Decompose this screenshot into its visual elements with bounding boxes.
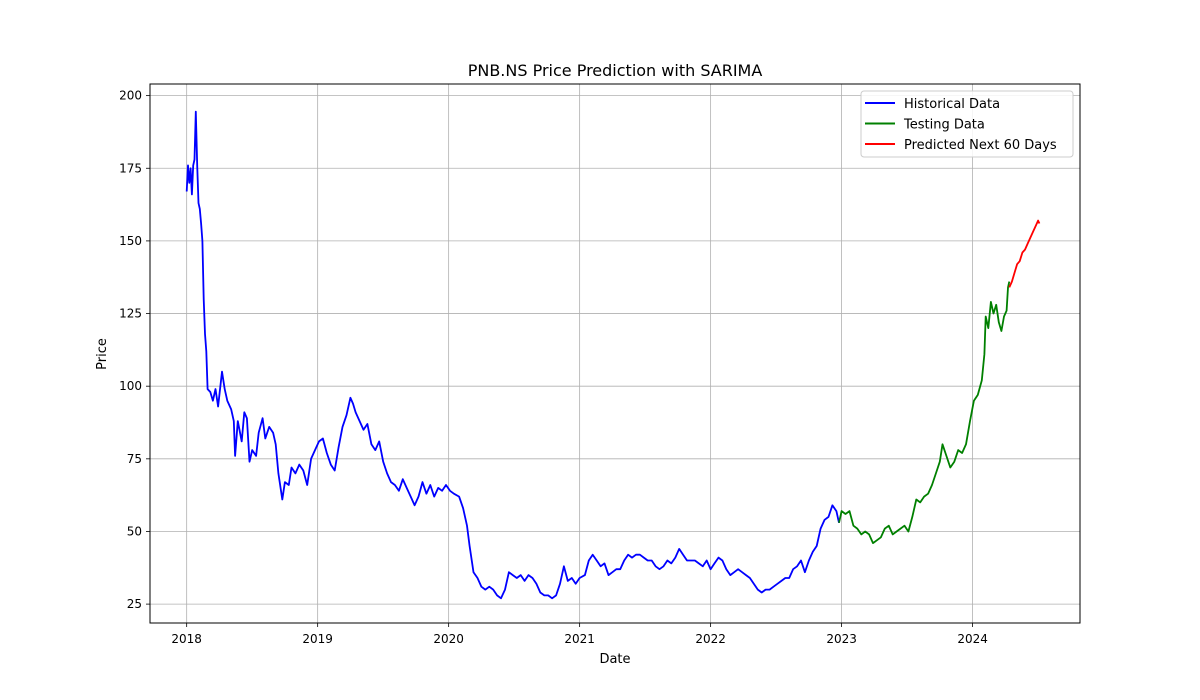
y-axis-label: Price <box>95 338 110 370</box>
y-tick-label: 50 <box>127 524 142 538</box>
x-tick-label: 2024 <box>957 632 988 646</box>
y-tick-label: 125 <box>119 307 142 321</box>
legend-label: Historical Data <box>904 97 1000 112</box>
y-tick-label: 150 <box>119 234 142 248</box>
legend-label: Testing Data <box>903 118 985 133</box>
y-tick-label: 175 <box>119 161 142 175</box>
series-line-2 <box>838 281 1011 544</box>
series-lines <box>185 110 1041 600</box>
series-line-1 <box>185 110 840 600</box>
x-tick-label: 2020 <box>433 632 464 646</box>
y-tick-label: 200 <box>119 89 142 103</box>
x-axis-label: Date <box>599 652 630 667</box>
x-tick-label: 2019 <box>302 632 333 646</box>
y-tick-label: 100 <box>119 379 142 393</box>
legend: Historical Data Testing Data Predicted Nex… <box>860 90 1074 158</box>
legend-label: Predicted Next 60 Days <box>904 138 1057 153</box>
y-tick-label: 75 <box>127 452 142 466</box>
grid-lines <box>150 84 1080 623</box>
x-tick-label: 2021 <box>564 632 595 646</box>
plot-frame <box>149 83 1081 624</box>
series-line-3 <box>1008 219 1041 288</box>
chart-title: PNB.NS Price Prediction with SARIMA <box>468 61 763 80</box>
y-tick-label: 25 <box>127 597 142 611</box>
axis-ticks: 2018 2019 2020 2021 2022 2023 2024 25 50 75 100 125… <box>119 89 988 646</box>
x-tick-label: 2023 <box>826 632 857 646</box>
x-tick-label: 2022 <box>695 632 726 646</box>
legend-box <box>860 90 1074 158</box>
x-tick-label: 2018 <box>171 632 202 646</box>
